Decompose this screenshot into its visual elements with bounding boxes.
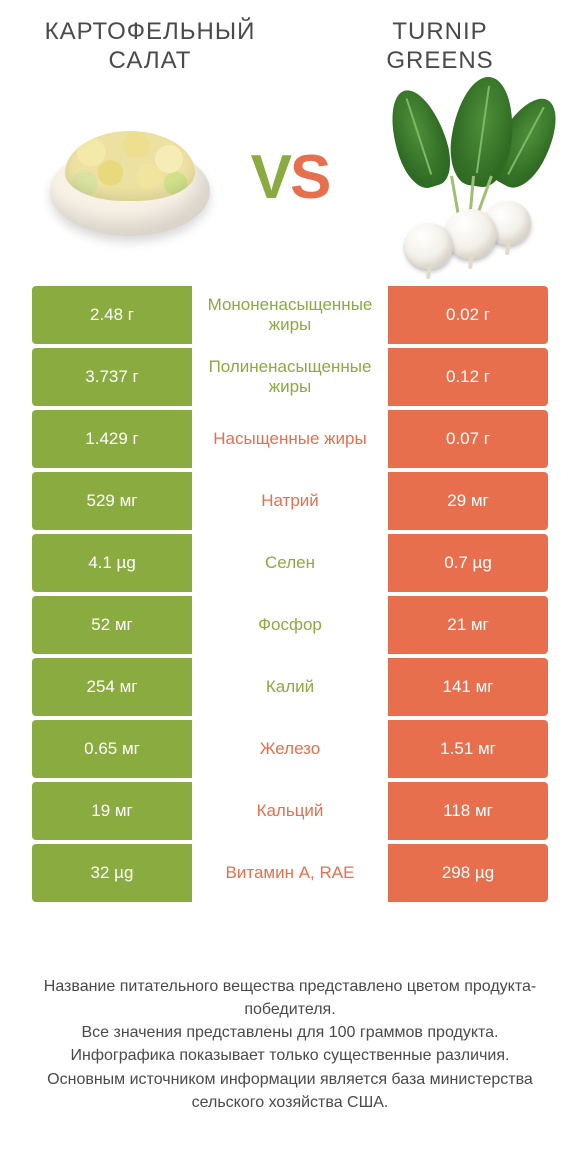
right-value: 21 мг <box>388 596 548 654</box>
right-value: 118 мг <box>388 782 548 840</box>
table-row: 52 мгФосфор21 мг <box>32 596 548 654</box>
table-row: 4.1 µgСелен0.7 µg <box>32 534 548 592</box>
table-row: 32 µgВитамин A, RAE298 µg <box>32 844 548 902</box>
left-value: 1.429 г <box>32 410 192 468</box>
footer-notes: Название питательного вещества представл… <box>0 975 580 1114</box>
left-value: 0.65 мг <box>32 720 192 778</box>
turnip-greens-image <box>350 81 540 271</box>
images-row: VS <box>0 76 580 286</box>
left-value: 2.48 г <box>32 286 192 344</box>
left-value: 254 мг <box>32 658 192 716</box>
nutrient-label: Мононенасыщенные жиры <box>192 286 388 344</box>
left-food-title: КАРТОФЕЛЬНЫЙ САЛАТ <box>40 18 260 76</box>
vs-s: S <box>290 143 329 212</box>
vs-label: VS <box>251 142 330 213</box>
salad-shape <box>65 131 195 201</box>
nutrient-label: Калий <box>192 658 388 716</box>
right-value: 0.07 г <box>388 410 548 468</box>
footer-line: Инфографика показывает только существенн… <box>30 1044 550 1067</box>
right-food-title: TURNIP GREENS <box>340 18 540 76</box>
nutrient-label: Железо <box>192 720 388 778</box>
nutrient-label: Насыщенные жиры <box>192 410 388 468</box>
left-value: 19 мг <box>32 782 192 840</box>
nutrient-label: Полиненасыщенные жиры <box>192 348 388 406</box>
table-row: 254 мгКалий141 мг <box>32 658 548 716</box>
table-row: 529 мгНатрий29 мг <box>32 472 548 530</box>
left-value: 52 мг <box>32 596 192 654</box>
right-value: 0.12 г <box>388 348 548 406</box>
nutrient-label: Витамин A, RAE <box>192 844 388 902</box>
right-value: 141 мг <box>388 658 548 716</box>
table-row: 1.429 гНасыщенные жиры0.07 г <box>32 410 548 468</box>
turnip-bulb-shape <box>445 209 497 259</box>
nutrient-label: Натрий <box>192 472 388 530</box>
footer-line: Название питательного вещества представл… <box>30 975 550 1021</box>
table-row: 3.737 гПолиненасыщенные жиры0.12 г <box>32 348 548 406</box>
header: КАРТОФЕЛЬНЫЙ САЛАТ TURNIP GREENS <box>0 0 580 76</box>
left-value: 4.1 µg <box>32 534 192 592</box>
nutrient-label: Фосфор <box>192 596 388 654</box>
right-value: 29 мг <box>388 472 548 530</box>
footer-line: Все значения представлены для 100 граммо… <box>30 1021 550 1044</box>
nutrient-label: Селен <box>192 534 388 592</box>
left-value: 3.737 г <box>32 348 192 406</box>
leaf-shape <box>380 83 458 194</box>
right-value: 298 µg <box>388 844 548 902</box>
turnip-bulb-shape <box>405 223 453 269</box>
vs-v: V <box>251 143 290 212</box>
left-value: 529 мг <box>32 472 192 530</box>
right-value: 0.02 г <box>388 286 548 344</box>
table-row: 2.48 гМононенасыщенные жиры0.02 г <box>32 286 548 344</box>
footer-line: Основным источником информации является … <box>30 1068 550 1114</box>
potato-salad-image <box>40 96 220 256</box>
right-value: 1.51 мг <box>388 720 548 778</box>
comparison-table: 2.48 гМононенасыщенные жиры0.02 г3.737 г… <box>32 286 548 902</box>
header-right: TURNIP GREENS <box>340 18 540 76</box>
table-row: 0.65 мгЖелезо1.51 мг <box>32 720 548 778</box>
header-left: КАРТОФЕЛЬНЫЙ САЛАТ <box>40 18 260 76</box>
table-row: 19 мгКальций118 мг <box>32 782 548 840</box>
right-value: 0.7 µg <box>388 534 548 592</box>
left-value: 32 µg <box>32 844 192 902</box>
nutrient-label: Кальций <box>192 782 388 840</box>
